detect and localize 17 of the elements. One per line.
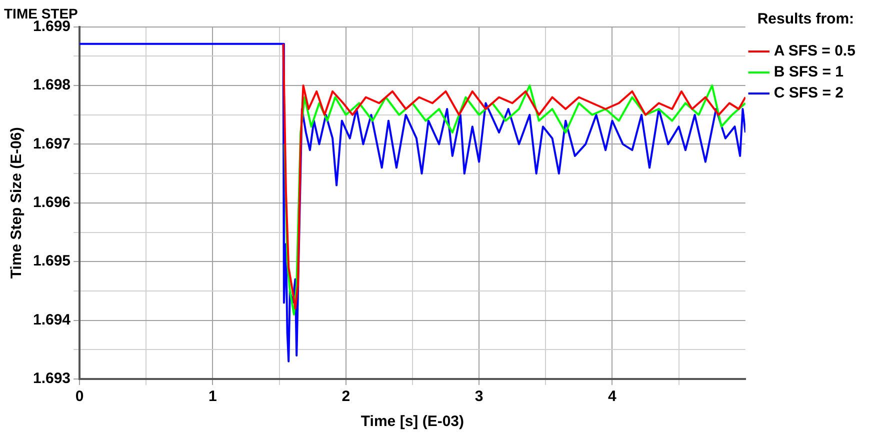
legend-label: A SFS = 0.5: [774, 42, 856, 60]
x-tick-label: 4: [608, 388, 618, 406]
y-tick-label: 1.693: [32, 370, 71, 388]
y-tick-label: 1.696: [32, 194, 71, 212]
y-tick-label: 1.698: [32, 76, 71, 94]
x-tick-label: 0: [75, 388, 84, 406]
x-tick-label: 2: [342, 388, 350, 406]
x-tick-label: 3: [474, 388, 484, 406]
legend-title: Results from:: [757, 10, 854, 28]
legend-label: B SFS = 1: [774, 64, 844, 81]
x-axis-title: Time [s] (E-03): [360, 413, 464, 430]
y-axis-title: Time Step Size (E-06): [8, 127, 26, 279]
y-tick-label: 1.695: [32, 252, 71, 270]
y-tick-label: 1.697: [32, 135, 71, 152]
x-tick-label: 1: [208, 388, 217, 406]
legend-label: C SFS = 2: [774, 84, 844, 102]
y-tick-label: 1.694: [32, 311, 72, 328]
